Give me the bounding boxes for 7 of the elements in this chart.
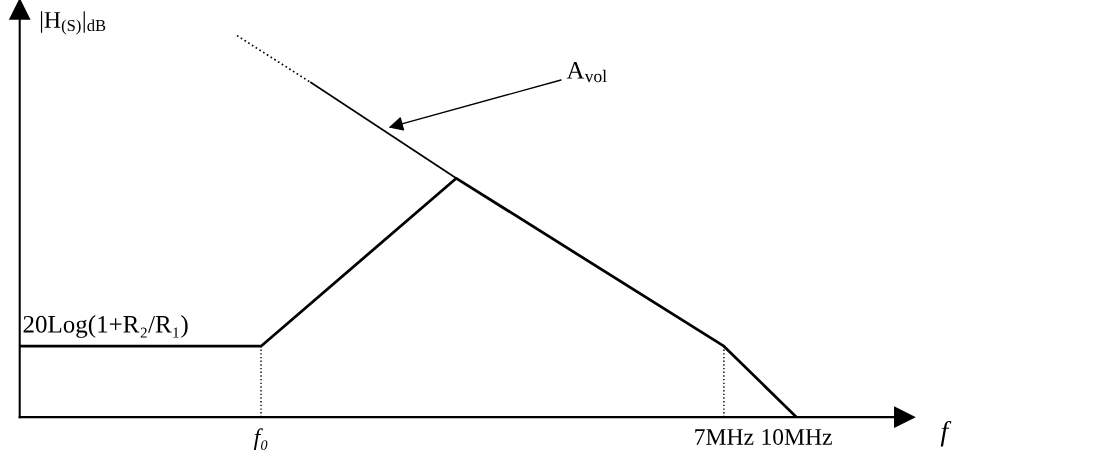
y-axis-title: |H$_{(S)}$|$_{dB}$	[40, 11, 106, 35]
x-axis-title: f	[940, 420, 952, 447]
annotation: 20Log(1+R₂/R₁)	[23, 315, 188, 338]
annotation: A$_{vol}$	[566, 62, 607, 83]
x-tick-label: f₀	[253, 428, 268, 450]
x-tick-label: 7MHz	[695, 429, 754, 445]
x-tick-label: 10MHz	[762, 428, 832, 445]
